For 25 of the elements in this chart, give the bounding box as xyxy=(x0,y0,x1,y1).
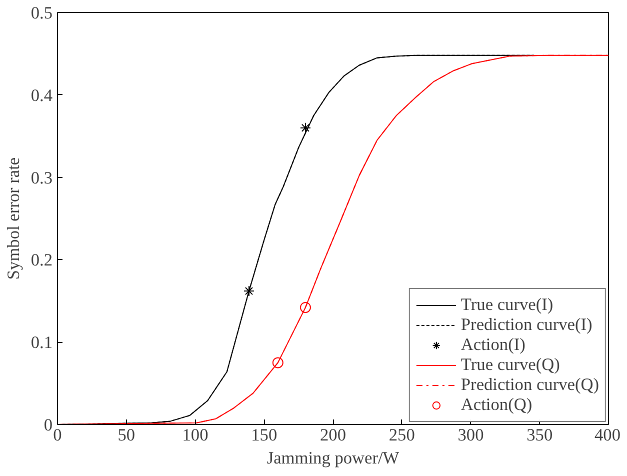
y-tick-label: 0.3 xyxy=(30,168,53,188)
point xyxy=(272,357,284,368)
legend-label: True curve(Q) xyxy=(460,355,560,375)
x-tick-label: 100 xyxy=(182,426,208,444)
legend-label: Action(Q) xyxy=(460,395,532,415)
x-tick-label: 350 xyxy=(526,426,553,444)
y-tick-label: 0.2 xyxy=(30,250,53,270)
y-tick-label: 0.4 xyxy=(30,86,53,105)
point xyxy=(300,122,311,134)
x-tick-label: 400 xyxy=(594,426,621,444)
legend-label: True curve(I) xyxy=(460,295,554,315)
point xyxy=(300,302,311,313)
x-tick-label: 50 xyxy=(118,426,136,444)
y-tick-label: 0.1 xyxy=(30,333,53,352)
x-tick-label: 300 xyxy=(458,426,484,444)
legend-label: Action(I) xyxy=(460,335,526,355)
x-tick-label: 150 xyxy=(251,426,278,444)
legend-label: Prediction curve(I) xyxy=(460,315,592,335)
y-axis-title: Symbol error rate xyxy=(4,157,23,280)
x-axis-title: Jamming power/W xyxy=(266,448,400,468)
point xyxy=(243,286,254,297)
legend-label: Prediction curve(Q) xyxy=(460,375,599,395)
y-tick-label: 0.5 xyxy=(30,4,53,22)
x-tick-label: 200 xyxy=(320,426,346,444)
x-tick-label: 250 xyxy=(388,426,415,444)
